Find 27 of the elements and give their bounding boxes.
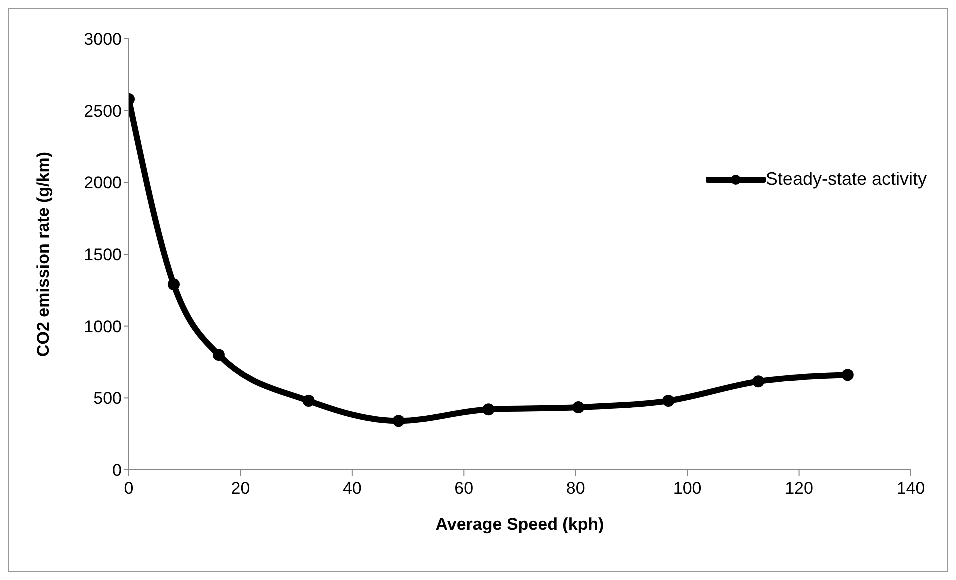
y-tick-label: 1000: [84, 317, 122, 336]
point: [572, 402, 585, 414]
x-tick-label: 140: [896, 479, 926, 498]
point: [842, 369, 854, 382]
point: [752, 376, 765, 388]
y-tick-label: 1500: [84, 246, 122, 265]
x-tick-label: 60: [454, 479, 474, 498]
x-tick-label: 20: [231, 479, 250, 498]
point: [168, 278, 180, 291]
y-tick-label: 0: [112, 461, 122, 480]
legend-label: Steady-state activity: [766, 169, 927, 190]
y-tick-label: 2000: [84, 174, 122, 193]
y-tick-label: 2500: [84, 102, 122, 121]
y-tick-label: 500: [94, 389, 122, 408]
point: [482, 404, 495, 416]
point: [212, 349, 225, 362]
x-tick-label: 120: [785, 479, 814, 498]
y-axis-title: CO2 emission rate (g/km): [34, 152, 54, 358]
point: [392, 415, 405, 428]
x-tick-label: 40: [342, 479, 362, 498]
x-axis-title: Average Speed (kph): [436, 515, 604, 534]
y-tick-label: 3000: [84, 30, 122, 50]
x-tick-label: 80: [566, 479, 586, 498]
point: [662, 395, 675, 408]
x-tick-label: 0: [124, 479, 134, 498]
point: [302, 395, 315, 408]
x-tick-label: 100: [673, 479, 702, 498]
